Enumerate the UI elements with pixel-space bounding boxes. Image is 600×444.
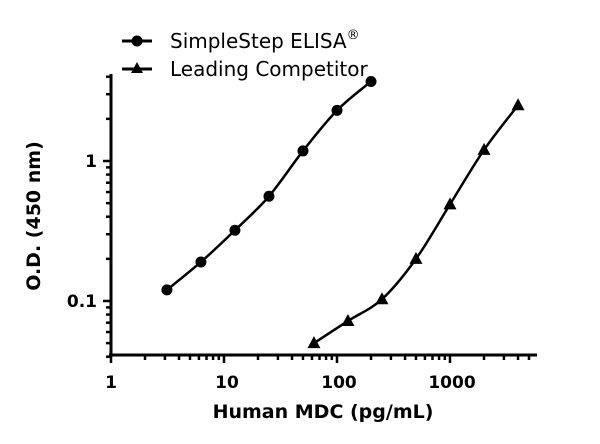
circle-marker-icon [331,104,343,116]
triangle-marker-icon [131,62,143,73]
data-series [161,75,525,349]
x-axis-title: Human MDC (pg/mL) [213,401,434,423]
triangle-marker-icon [443,197,457,210]
circle-marker-icon [365,75,377,87]
triangle-marker-icon [409,251,423,264]
legend: SimpleStep ELISA® Leading Competitor [122,28,368,81]
y-tick-label-1: 1 [85,152,97,172]
fit-curve [313,104,520,345]
x-tick-label-1000: 1000 [428,373,475,393]
y-axis-title: O.D. (450 nm) [23,141,45,291]
triangle-marker-icon [307,336,321,349]
circle-marker-icon [195,256,207,268]
series-competitor [307,98,525,349]
legend-item-simplestep: SimpleStep ELISA® [122,28,360,53]
y-tick-label-0.1: 0.1 [67,292,97,312]
circle-marker-icon [161,284,173,296]
triangle-marker-icon [477,142,491,155]
triangle-marker-icon [341,313,355,326]
legend-label-competitor: Leading Competitor [170,57,368,81]
x-tick-label-10: 10 [215,373,239,393]
legend-item-competitor: Leading Competitor [122,57,368,81]
x-tick-label-100: 100 [321,373,357,393]
legend-label-simplestep: SimpleStep ELISA® [170,28,360,53]
triangle-marker-icon [511,98,525,111]
triangle-marker-icon [375,292,389,305]
circle-marker-icon [297,145,309,157]
circle-marker-icon [263,190,275,202]
circle-marker-icon [229,224,241,236]
series-simplestep [161,75,377,296]
x-tick-label-1: 1 [105,373,117,393]
x-axis-ticks [109,355,531,363]
circle-marker-icon [131,35,143,47]
